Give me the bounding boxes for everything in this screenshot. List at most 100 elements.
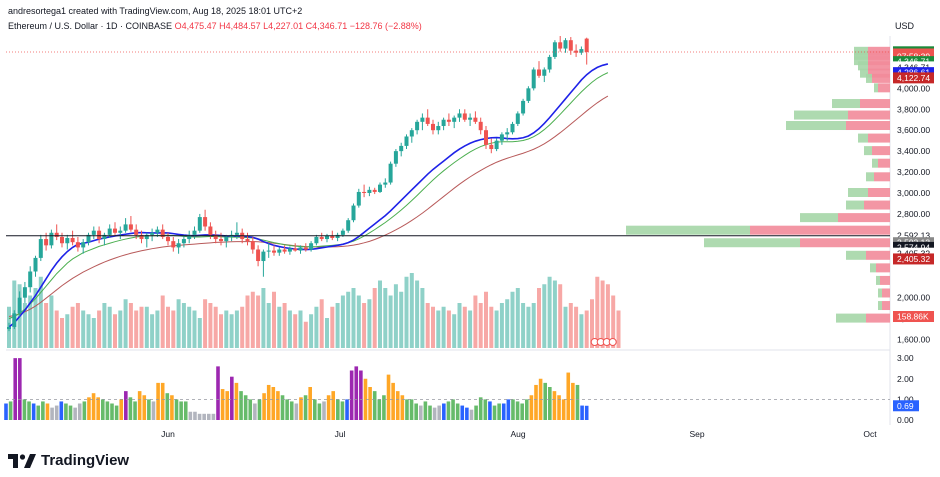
candle-body-79 bbox=[425, 117, 430, 124]
price-tick-2: 3,600.00 bbox=[897, 125, 930, 135]
volume-bar-58 bbox=[314, 306, 319, 348]
volume-bar-41 bbox=[224, 310, 229, 348]
volume-bar-33 bbox=[181, 303, 186, 348]
volume-bar-50 bbox=[272, 291, 276, 348]
indicator-bar-8 bbox=[41, 401, 45, 420]
candle-body-43 bbox=[234, 232, 239, 235]
candle-body-21 bbox=[118, 230, 123, 233]
indicator-bar-75 bbox=[349, 370, 354, 420]
volume-bar-25 bbox=[139, 306, 144, 348]
ma-slow-line bbox=[8, 95, 609, 317]
volume-bar-48 bbox=[261, 288, 266, 348]
candle-body-105 bbox=[563, 40, 568, 49]
volume-bar-7 bbox=[44, 303, 49, 348]
volume-bar-37 bbox=[203, 299, 208, 348]
volume-bar-64 bbox=[346, 291, 351, 348]
indicator-bar-51 bbox=[239, 391, 243, 420]
indicator-bar-45 bbox=[211, 413, 216, 420]
volume-bar-11 bbox=[65, 314, 70, 348]
candle-body-76 bbox=[409, 130, 414, 137]
volume-bar-56 bbox=[303, 321, 308, 348]
indicator-bar-73 bbox=[340, 401, 345, 420]
volume-bar-44 bbox=[240, 306, 245, 348]
indicator-bar-112 bbox=[520, 403, 524, 420]
volume-bar-104 bbox=[558, 284, 563, 348]
candle-body-13 bbox=[75, 242, 80, 248]
reference-lines bbox=[6, 51, 890, 237]
price-tags: 4,349.134,346.7107:58:394,346.714,346.71… bbox=[590, 46, 935, 346]
volume-profile-down-21 bbox=[880, 275, 890, 285]
candle-body-58 bbox=[314, 236, 319, 244]
indicator-bar-125 bbox=[580, 405, 584, 420]
ma-mid-line bbox=[8, 72, 609, 320]
indicator-bar-61 bbox=[285, 399, 289, 420]
indicator-bar-102 bbox=[474, 405, 478, 420]
indicator-bar-126 bbox=[584, 405, 589, 420]
indicator-bar-92 bbox=[428, 405, 432, 420]
volume-profile-down-20 bbox=[876, 263, 890, 273]
indicator-tick-2: 1.00 bbox=[897, 394, 914, 404]
candle-body-22 bbox=[123, 224, 128, 231]
price-tick-3: 3,400.00 bbox=[897, 146, 930, 156]
time-tick-2: Aug bbox=[510, 429, 525, 439]
indicator-bar-81 bbox=[377, 399, 382, 420]
candle-body-69 bbox=[372, 189, 377, 192]
indicator-bar-6 bbox=[31, 403, 36, 420]
volume-profile-down-24 bbox=[866, 313, 890, 323]
indicator-bar-74 bbox=[345, 399, 349, 420]
volume-bar-8 bbox=[49, 295, 54, 348]
volume-bar-9 bbox=[54, 310, 59, 348]
candle-body-61 bbox=[330, 235, 335, 239]
volume-bar-23 bbox=[128, 303, 133, 348]
indicator-bar-39 bbox=[183, 401, 188, 420]
candle-body-88 bbox=[473, 117, 478, 122]
price-chart[interactable]: 4,000.00 3,800.00 3,600.00 3,400.00 3,200.00… bbox=[0, 0, 940, 440]
candle-body-9 bbox=[54, 232, 59, 237]
volume-bar-105 bbox=[563, 306, 568, 348]
volume-bar-114 bbox=[611, 295, 616, 348]
time-tick-1: Jul bbox=[335, 429, 346, 439]
indicator-bar-48 bbox=[225, 391, 230, 420]
candle-body-49 bbox=[266, 250, 271, 252]
volume-bar-88 bbox=[473, 295, 478, 348]
volume-profile-down-7 bbox=[860, 99, 890, 109]
candle-body-53 bbox=[287, 248, 292, 252]
candle-body-32 bbox=[176, 243, 181, 248]
candle-body-4 bbox=[28, 271, 33, 288]
indicator-bar-9 bbox=[45, 403, 50, 420]
candle-body-14 bbox=[81, 242, 86, 248]
volume-bar-75 bbox=[404, 276, 409, 348]
volume-profile-down-13 bbox=[874, 172, 890, 182]
price-tag-7: 2,592.13 bbox=[897, 231, 930, 241]
indicator-bar-118 bbox=[548, 387, 552, 420]
price-tick-9: 1,600.00 bbox=[897, 335, 930, 345]
volume-bar-43 bbox=[234, 310, 239, 348]
candle-body-86 bbox=[462, 113, 467, 120]
candle-body-41 bbox=[224, 236, 229, 242]
volume-bar-22 bbox=[123, 299, 128, 348]
candle-body-3 bbox=[22, 287, 27, 298]
volume-bar-97 bbox=[521, 303, 526, 348]
candle-body-102 bbox=[547, 56, 552, 70]
creator-caption: andresortega1 created with TradingView.c… bbox=[8, 6, 303, 16]
candle-body-36 bbox=[197, 217, 202, 231]
price-tag-bg-12 bbox=[893, 311, 934, 323]
indicator-bar-17 bbox=[82, 401, 87, 420]
indicator-bar-38 bbox=[179, 401, 183, 420]
volume-bar-112 bbox=[600, 280, 605, 348]
volume-profile-up-21 bbox=[876, 275, 880, 285]
indicator-bar-78 bbox=[363, 378, 368, 420]
candle-body-108 bbox=[579, 49, 584, 53]
volume-profile-down-1 bbox=[868, 50, 890, 60]
volume-bar-100 bbox=[537, 288, 541, 348]
candle-body-82 bbox=[441, 119, 446, 127]
indicator-bar-79 bbox=[368, 387, 372, 420]
indicator-bar-82 bbox=[382, 395, 386, 420]
indicator-bar-117 bbox=[543, 382, 548, 420]
indicator-bar-69 bbox=[322, 401, 326, 420]
indicator-bar-88 bbox=[409, 399, 414, 420]
volume-profile-up-18 bbox=[704, 238, 800, 248]
candle-body-104 bbox=[558, 42, 563, 49]
volume-bar-80 bbox=[431, 306, 435, 348]
volume-bar-111 bbox=[595, 276, 600, 348]
